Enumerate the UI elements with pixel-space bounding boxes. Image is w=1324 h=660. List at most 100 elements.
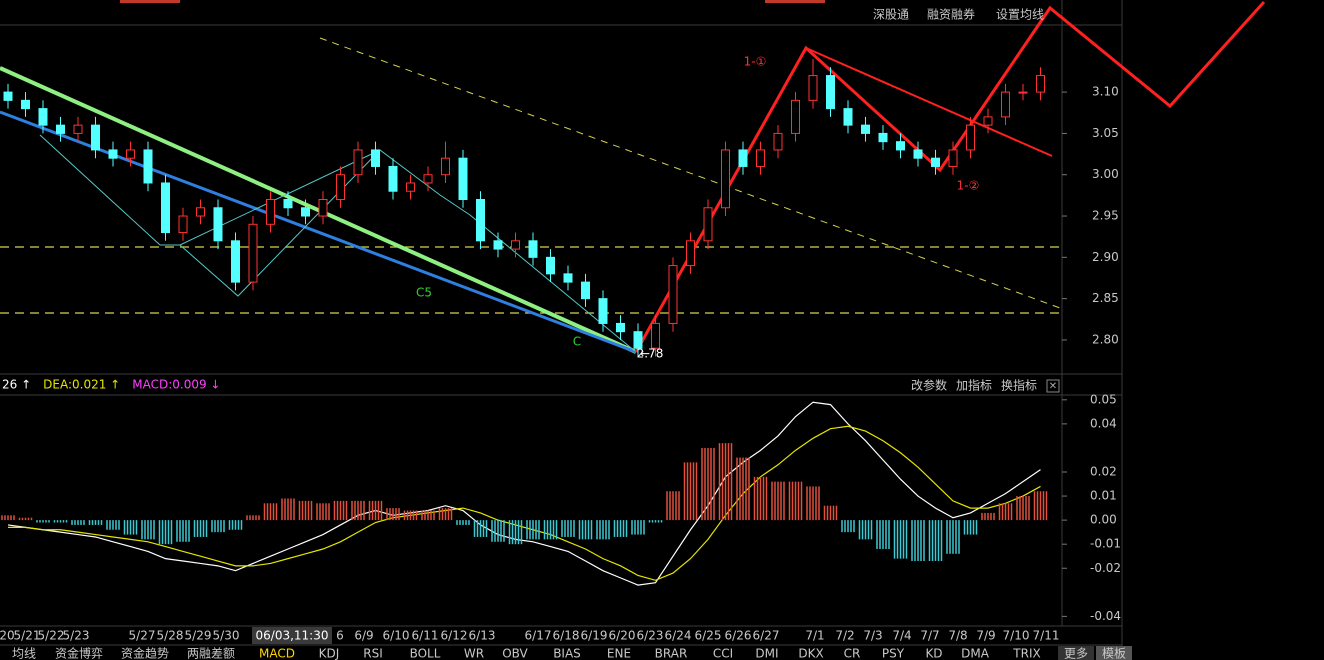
- indicator-tab[interactable]: DMI: [755, 647, 778, 660]
- candle-body: [913, 149, 923, 159]
- x-tick-label: 5/21: [14, 629, 41, 643]
- indicator-tab[interactable]: 资金博弈: [55, 646, 103, 660]
- candle-body: [896, 141, 905, 151]
- indicator-tab[interactable]: KDJ: [319, 647, 340, 660]
- y-tick-label: -0.04: [1090, 609, 1121, 623]
- candle-body: [581, 281, 590, 300]
- candle-body: [178, 215, 188, 234]
- x-tick-label: 20: [0, 629, 15, 643]
- indicator-tab[interactable]: OBV: [502, 647, 528, 660]
- candle-body: [108, 149, 118, 159]
- candle-body: [948, 149, 958, 167]
- crosshair-date-box: [252, 627, 332, 644]
- toolbar-button[interactable]: 深股通: [873, 8, 909, 22]
- candle-body: [668, 265, 678, 324]
- y-tick-label: 0.00: [1090, 513, 1117, 527]
- close-button[interactable]: [1046, 379, 1060, 393]
- y-tick-label: 0.01: [1090, 489, 1117, 503]
- indicator-tab[interactable]: CCI: [713, 647, 733, 660]
- candle-body: [808, 75, 818, 101]
- drawings: [0, 0, 1266, 354]
- indicator-tab[interactable]: DKX: [798, 647, 823, 660]
- indicator-line: [8, 425, 1041, 581]
- indicator-tab[interactable]: DMA: [961, 647, 990, 660]
- x-tick-label: 6/26: [725, 629, 752, 643]
- x-tick-label: 7/1: [805, 629, 824, 643]
- indicator-tab[interactable]: 模板: [1102, 647, 1126, 660]
- x-tick-label: 6/20: [609, 629, 636, 643]
- y-tick-label: 0.04: [1090, 416, 1117, 430]
- candle-body: [651, 322, 660, 349]
- annotation: 1-①: [744, 55, 767, 69]
- indicator-line: [7, 401, 1041, 586]
- indicator-tab[interactable]: BIAS: [553, 647, 581, 660]
- indicator-tab[interactable]: 两融差额: [187, 647, 235, 660]
- x-tick-label: 6/11: [412, 629, 439, 643]
- candle-body: [423, 174, 433, 184]
- indicator-tab[interactable]: 均线: [12, 647, 36, 660]
- x-tick-label: 6/17: [525, 629, 552, 643]
- candle-body: [388, 165, 398, 192]
- y-tick-label: 0.02: [1090, 465, 1117, 479]
- x-tick-label: 6/12: [441, 629, 468, 643]
- y-tick-label: 0.05: [1090, 392, 1117, 406]
- candle-body: [773, 132, 783, 151]
- candle-body: [721, 149, 730, 209]
- indicator-tab[interactable]: TRIX: [1012, 647, 1040, 660]
- candle-body: [703, 207, 713, 242]
- candle-body: [598, 298, 608, 324]
- x-tick-label: 5/30: [213, 629, 240, 643]
- candle-body: [3, 91, 13, 101]
- legend-entry: MACD:0.009 ↓: [132, 378, 220, 392]
- panel-button[interactable]: 改参数: [911, 378, 947, 393]
- indicator-tab[interactable]: 更多: [1064, 647, 1088, 660]
- toolbar-button[interactable]: 设置均线: [996, 8, 1044, 22]
- indicator-tab[interactable]: WR: [464, 647, 484, 660]
- indicator-tab[interactable]: BRAR: [655, 647, 688, 660]
- x-tick-label: 7/8: [948, 629, 967, 643]
- x-tick-label: 7/3: [863, 629, 882, 643]
- candle-body: [21, 99, 30, 110]
- candle-body: [318, 199, 328, 217]
- x-tick-label: 6/23: [637, 629, 664, 643]
- x-tick-label: 6/27: [753, 629, 780, 643]
- candle-body: [371, 149, 380, 167]
- x-tick-label: 06/03,11:30: [256, 629, 329, 643]
- candle-body: [248, 223, 258, 283]
- indicator-tab[interactable]: RSI: [363, 647, 383, 660]
- y-tick-label: 2.80: [1092, 332, 1119, 346]
- candle-body: [826, 75, 835, 110]
- y-tick-label: 2.90: [1092, 250, 1119, 264]
- candle-body: [686, 240, 695, 267]
- candle-body: [266, 199, 275, 225]
- indicator-tab[interactable]: KD: [925, 647, 942, 660]
- indicator-tab[interactable]: 资金趋势: [121, 646, 169, 660]
- candle-body: [756, 149, 765, 167]
- candle-body: [1036, 75, 1045, 93]
- toolbar-button[interactable]: 融资融券: [927, 7, 975, 22]
- annotation-arrow: ←: [640, 347, 650, 361]
- x-tick-label: 6/24: [665, 629, 692, 643]
- candle-body: [738, 149, 748, 167]
- y-tick-label: 3.10: [1092, 85, 1119, 99]
- x-tick-label: 7/7: [920, 629, 939, 643]
- panel-button[interactable]: 换指标: [1001, 378, 1037, 393]
- panel-button[interactable]: 加指标: [956, 378, 992, 393]
- candle-body: [56, 124, 65, 134]
- annotation: C: [573, 335, 581, 349]
- candle-body: [861, 124, 870, 134]
- tab-bg: [1096, 646, 1132, 660]
- candle-body: [476, 199, 485, 242]
- indicator-tab[interactable]: PSY: [882, 647, 905, 660]
- panel-frames: [0, 0, 1123, 660]
- indicator-tab[interactable]: CR: [844, 647, 861, 660]
- candle-body: [91, 124, 100, 151]
- indicator-tab[interactable]: BOLL: [410, 647, 441, 660]
- indicator-tab[interactable]: MACD: [259, 647, 295, 660]
- y-tick-label: 2.95: [1092, 209, 1119, 223]
- candle-body: [126, 149, 135, 159]
- x-tick-label: 7/10: [1003, 629, 1030, 643]
- indicator-tab[interactable]: ENE: [607, 647, 631, 660]
- x-tick-label: 7/2: [835, 629, 854, 643]
